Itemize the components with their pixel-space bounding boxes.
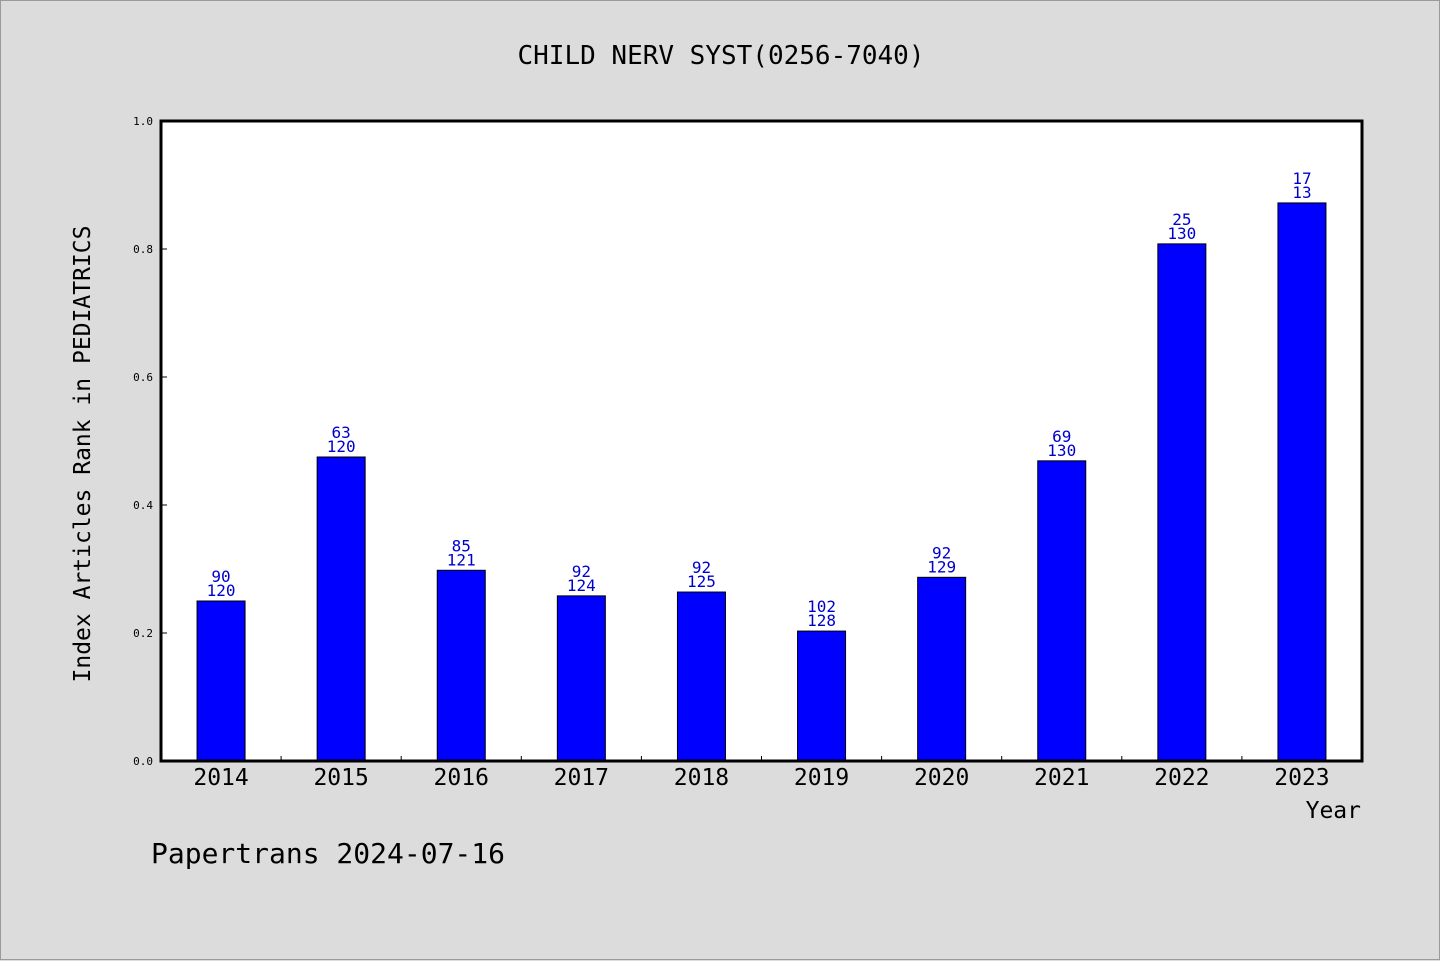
- bar-label-bottom: 129: [927, 557, 956, 576]
- x-tick-label: 2018: [674, 765, 729, 791]
- x-tick-label: 2017: [554, 765, 609, 791]
- y-axis: 0.0 0.2 0.4 0.6 0.8 1.0: [133, 115, 167, 768]
- bar-label-bottom: 121: [447, 550, 476, 569]
- bar-label-top: 63: [332, 423, 351, 442]
- y-axis-label: Index Articles Rank in PEDIATRICS: [70, 226, 96, 683]
- bar-label-bottom: 120: [207, 581, 236, 600]
- bar-2015: [316, 456, 366, 762]
- bar-label-top: 92: [572, 562, 591, 581]
- bar-2018: [676, 591, 726, 762]
- y-tick-label: 0.6: [133, 371, 153, 384]
- bar-2021: [1037, 460, 1087, 762]
- bar-label-top: 102: [807, 597, 836, 616]
- y-tick-label: 0.2: [133, 627, 153, 640]
- bar-label-top: 85: [452, 536, 471, 555]
- bar-2020: [917, 576, 967, 762]
- bars-group: [196, 202, 1327, 762]
- bar-label-bottom: 125: [687, 572, 716, 591]
- x-tick-label: 2019: [794, 765, 849, 791]
- bar-label-top: 69: [1052, 427, 1071, 446]
- bar-label-bottom: 120: [327, 437, 356, 456]
- bar-2023: [1277, 202, 1327, 762]
- y-tick-label: 0.0: [133, 755, 153, 768]
- x-tick-label: 2023: [1274, 765, 1329, 791]
- bar-label-bottom: 124: [567, 576, 596, 595]
- chart-title: CHILD NERV SYST(0256-7040): [518, 41, 925, 71]
- y-tick-label: 1.0: [133, 115, 153, 128]
- x-tick-label: 2021: [1034, 765, 1089, 791]
- bar-label-top: 92: [932, 543, 951, 562]
- x-tick-label: 2020: [914, 765, 969, 791]
- bar-label-bottom: 130: [1167, 224, 1196, 243]
- x-axis: 2014 2015 2016 2017 2018 2019 2020 2021 2022 2023: [193, 756, 1330, 791]
- bar-label-top: 17: [1292, 169, 1311, 188]
- bar-2014: [196, 600, 246, 762]
- footer-text: Papertrans 2024-07-16: [151, 837, 505, 870]
- bar-2017: [556, 595, 606, 762]
- x-tick-label: 2016: [434, 765, 489, 791]
- bar-2019: [797, 630, 847, 762]
- bar-label-bottom: 13: [1292, 183, 1311, 202]
- y-tick-label: 0.8: [133, 243, 153, 256]
- bar-label-bottom: 128: [807, 611, 836, 630]
- bar-label-top: 90: [211, 567, 230, 586]
- x-axis-label: Year: [1306, 798, 1361, 824]
- bar-2022: [1157, 243, 1207, 762]
- bar-labels-group: 9012063120851219212492125102128921296913…: [207, 169, 1312, 630]
- bar-label-top: 25: [1172, 210, 1191, 229]
- bar-2016: [436, 569, 486, 762]
- x-tick-label: 2022: [1154, 765, 1209, 791]
- x-tick-label: 2015: [313, 765, 368, 791]
- bar-label-top: 92: [692, 558, 711, 577]
- bar-label-bottom: 130: [1047, 441, 1076, 460]
- x-tick-label: 2014: [193, 765, 248, 791]
- y-tick-label: 0.4: [133, 499, 153, 512]
